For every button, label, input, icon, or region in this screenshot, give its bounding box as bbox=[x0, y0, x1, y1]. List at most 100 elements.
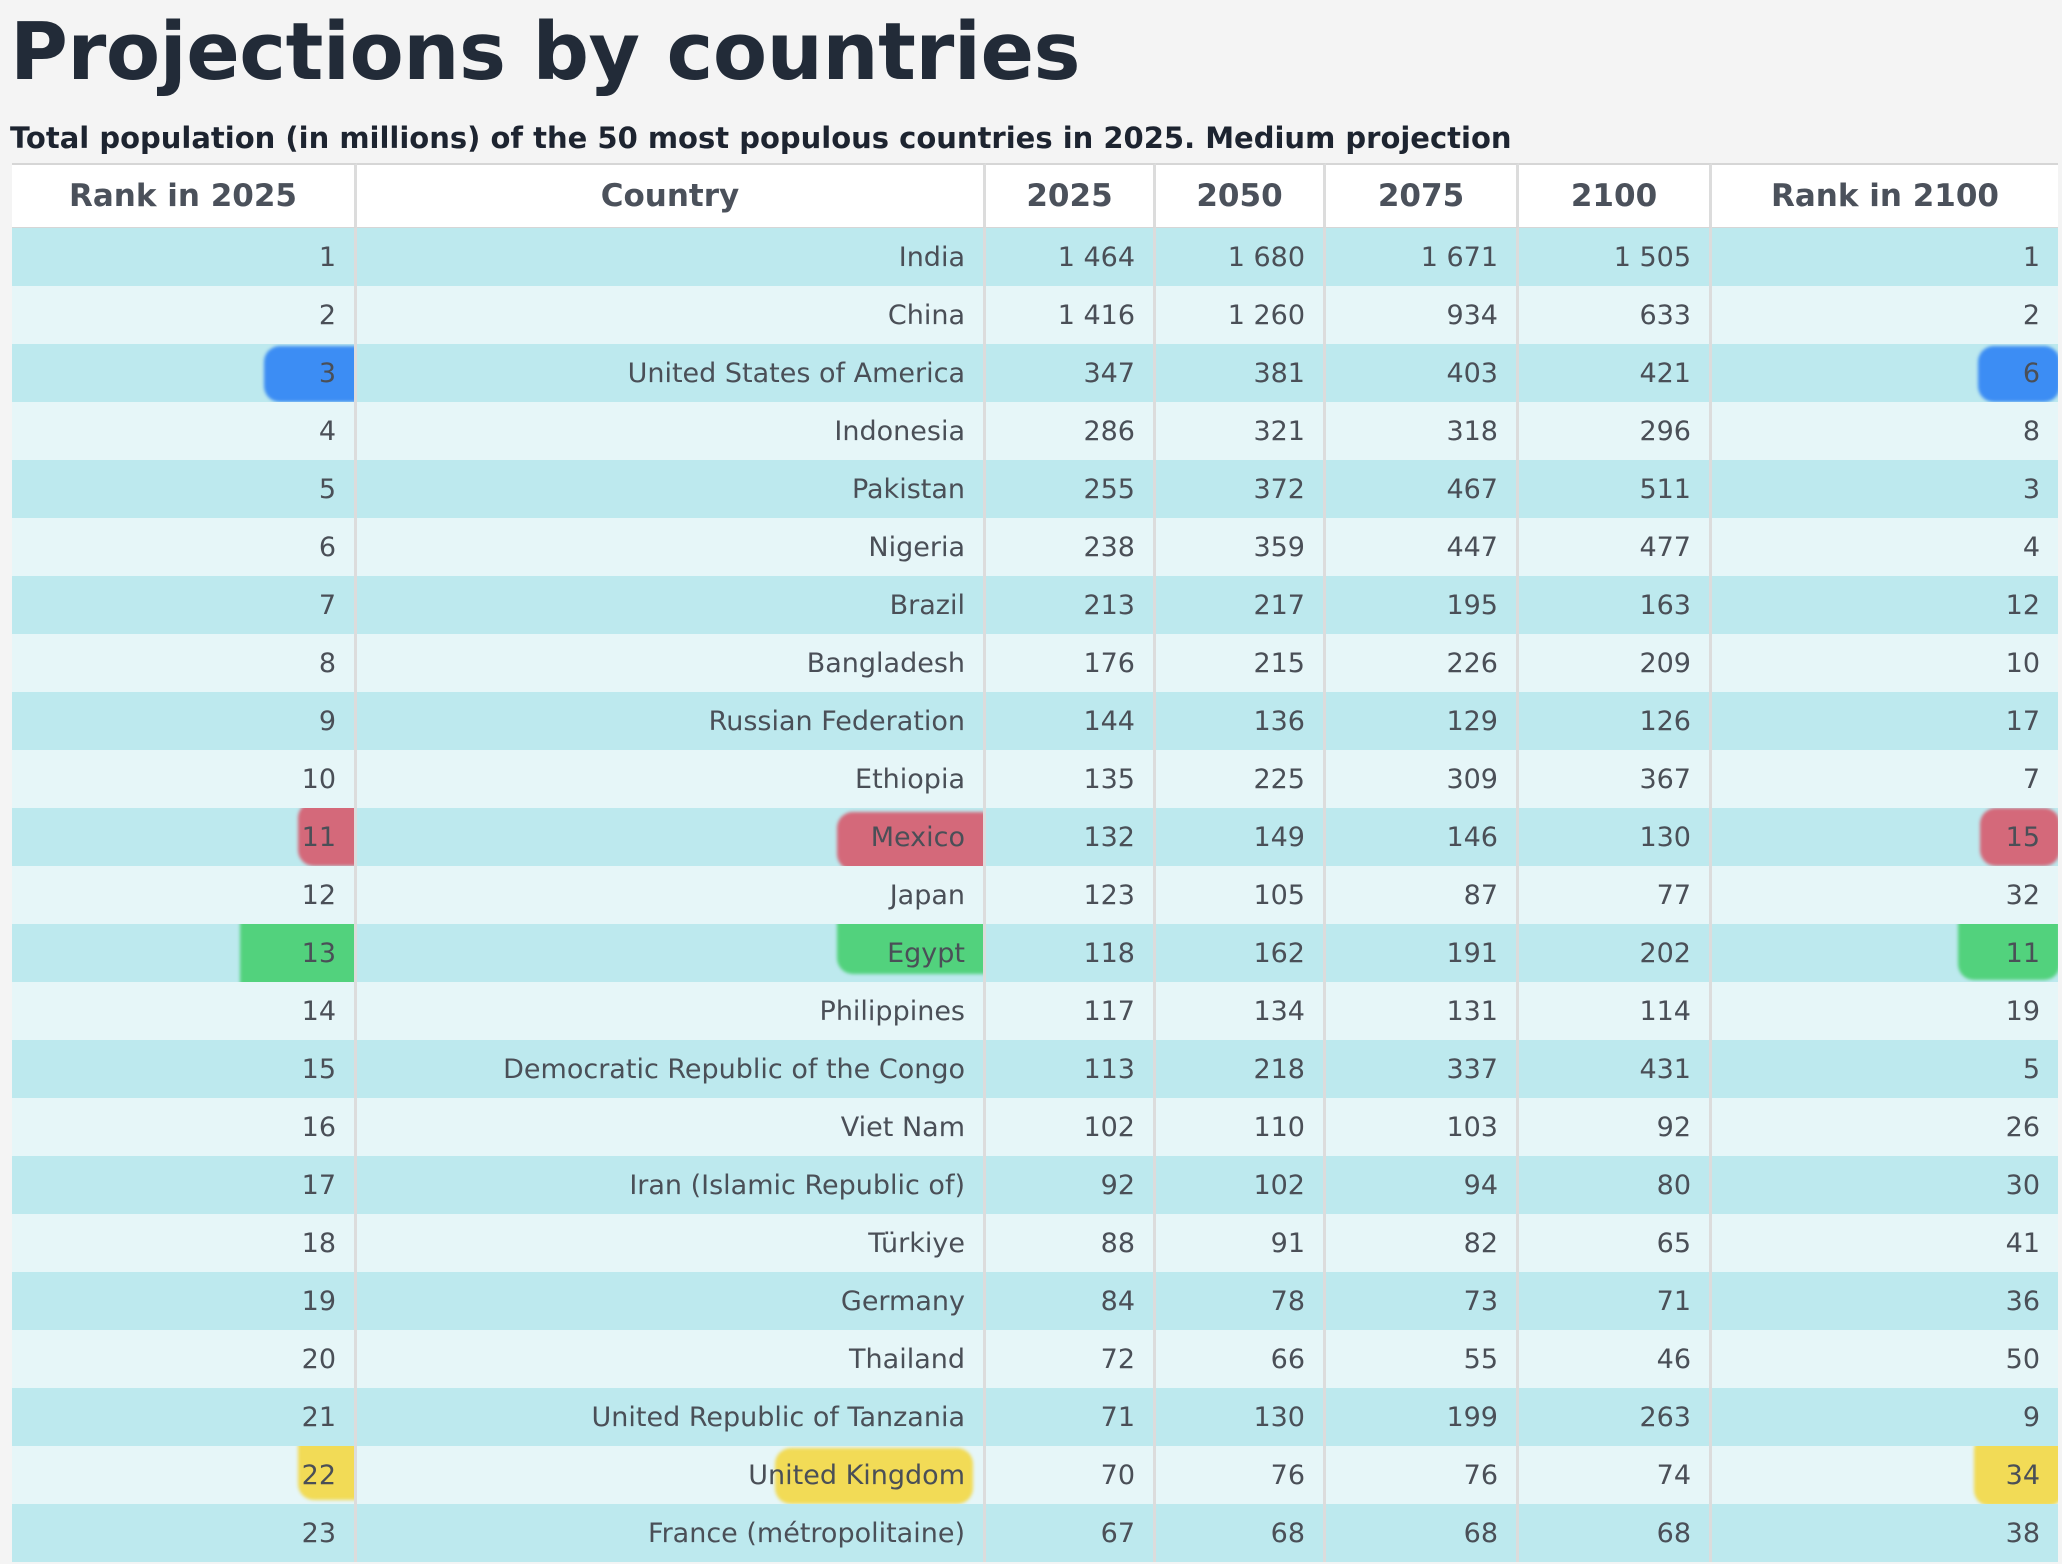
cell-text: 117 bbox=[1083, 995, 1135, 1027]
rank-2100-cell: 34 bbox=[1712, 1446, 2058, 1504]
cell-text: 447 bbox=[1446, 531, 1498, 563]
pop-2050-cell: 225 bbox=[1156, 750, 1326, 808]
cell-text: Iran (Islamic Republic of) bbox=[629, 1169, 965, 1201]
pop-2100-cell: 130 bbox=[1519, 808, 1712, 866]
cell-text: 38 bbox=[2005, 1517, 2040, 1549]
cell-text: 263 bbox=[1639, 1401, 1691, 1433]
table-row: 22 United Kingdom 70 76 76 74 34 bbox=[12, 1446, 2058, 1504]
table-row: 15 Democratic Republic of the Congo 113 218… bbox=[12, 1040, 2058, 1098]
header-rank-2025[interactable]: Rank in 2025 bbox=[12, 163, 357, 228]
country-cell: Indonesia bbox=[357, 402, 986, 460]
rank-2025-cell: 6 bbox=[12, 518, 357, 576]
rank-2025-cell: 15 bbox=[12, 1040, 357, 1098]
highlight-mark bbox=[837, 924, 983, 974]
pop-2075-cell: 103 bbox=[1326, 1098, 1519, 1156]
highlight-mark bbox=[298, 1446, 354, 1500]
cell-text: 102 bbox=[1083, 1111, 1135, 1143]
cell-text: 3 bbox=[2022, 473, 2040, 505]
cell-text: 1 416 bbox=[1057, 299, 1135, 331]
rank-2100-cell: 26 bbox=[1712, 1098, 2058, 1156]
pop-2100-cell: 80 bbox=[1519, 1156, 1712, 1214]
cell-text: 2 bbox=[2022, 299, 2040, 331]
pop-2025-cell: 238 bbox=[986, 518, 1156, 576]
country-cell: Türkiye bbox=[357, 1214, 986, 1272]
pop-2075-cell: 337 bbox=[1326, 1040, 1519, 1098]
cell-text: 359 bbox=[1253, 531, 1305, 563]
cell-text: 146 bbox=[1446, 821, 1498, 853]
header-2075[interactable]: 2075 bbox=[1326, 163, 1519, 228]
pop-2075-cell: 309 bbox=[1326, 750, 1519, 808]
cell-text: 367 bbox=[1639, 763, 1691, 795]
cell-text: 19 bbox=[2005, 995, 2040, 1027]
pop-2100-cell: 68 bbox=[1519, 1504, 1712, 1562]
rank-2025-cell: 17 bbox=[12, 1156, 357, 1214]
cell-text: 130 bbox=[1253, 1401, 1305, 1433]
cell-text: 218 bbox=[1253, 1053, 1305, 1085]
rank-2025-cell: 8 bbox=[12, 634, 357, 692]
header-2050[interactable]: 2050 bbox=[1156, 163, 1326, 228]
cell-text: 84 bbox=[1100, 1285, 1135, 1317]
pop-2100-cell: 263 bbox=[1519, 1388, 1712, 1446]
cell-text: 73 bbox=[1463, 1285, 1498, 1317]
cell-text: 238 bbox=[1083, 531, 1135, 563]
cell-text: 78 bbox=[1270, 1285, 1305, 1317]
cell-text: 7 bbox=[318, 589, 336, 621]
cell-text: 16 bbox=[301, 1111, 336, 1143]
cell-text: 77 bbox=[1656, 879, 1691, 911]
pop-2075-cell: 195 bbox=[1326, 576, 1519, 634]
country-cell: Philippines bbox=[357, 982, 986, 1040]
rank-2025-cell: 1 bbox=[12, 228, 357, 286]
cell-text: 1 bbox=[2022, 241, 2040, 273]
header-country[interactable]: Country bbox=[357, 163, 986, 228]
country-cell: United Kingdom bbox=[357, 1446, 986, 1504]
cell-text: 226 bbox=[1446, 647, 1498, 679]
cell-text: 225 bbox=[1253, 763, 1305, 795]
pop-2075-cell: 94 bbox=[1326, 1156, 1519, 1214]
cell-text: 1 464 bbox=[1057, 241, 1135, 273]
cell-text: China bbox=[887, 299, 965, 331]
cell-text: 467 bbox=[1446, 473, 1498, 505]
pop-2050-cell: 66 bbox=[1156, 1330, 1326, 1388]
cell-text: 296 bbox=[1639, 415, 1691, 447]
pop-2100-cell: 511 bbox=[1519, 460, 1712, 518]
cell-text: 17 bbox=[2005, 705, 2040, 737]
pop-2050-cell: 215 bbox=[1156, 634, 1326, 692]
cell-text: Ethiopia bbox=[855, 763, 965, 795]
cell-text: 199 bbox=[1446, 1401, 1498, 1433]
pop-2100-cell: 92 bbox=[1519, 1098, 1712, 1156]
cell-text: 163 bbox=[1639, 589, 1691, 621]
cell-text: 12 bbox=[301, 879, 336, 911]
country-cell: Thailand bbox=[357, 1330, 986, 1388]
cell-text: 217 bbox=[1253, 589, 1305, 621]
pop-2025-cell: 213 bbox=[986, 576, 1156, 634]
cell-text: 6 bbox=[318, 531, 336, 563]
cell-text: 209 bbox=[1639, 647, 1691, 679]
pop-2100-cell: 65 bbox=[1519, 1214, 1712, 1272]
cell-text: 3 bbox=[318, 357, 336, 389]
pop-2075-cell: 403 bbox=[1326, 344, 1519, 402]
pop-2075-cell: 146 bbox=[1326, 808, 1519, 866]
country-cell: Ethiopia bbox=[357, 750, 986, 808]
pop-2025-cell: 102 bbox=[986, 1098, 1156, 1156]
table-row: 9 Russian Federation 144 136 129 126 17 bbox=[12, 692, 2058, 750]
header-rank-2100[interactable]: Rank in 2100 bbox=[1712, 163, 2058, 228]
pop-2100-cell: 421 bbox=[1519, 344, 1712, 402]
cell-text: 129 bbox=[1446, 705, 1498, 737]
pop-2050-cell: 78 bbox=[1156, 1272, 1326, 1330]
pop-2050-cell: 149 bbox=[1156, 808, 1326, 866]
cell-text: 36 bbox=[2005, 1285, 2040, 1317]
pop-2050-cell: 136 bbox=[1156, 692, 1326, 750]
cell-text: 92 bbox=[1100, 1169, 1135, 1201]
header-2100[interactable]: 2100 bbox=[1519, 163, 1712, 228]
country-cell: Japan bbox=[357, 866, 986, 924]
cell-text: 88 bbox=[1100, 1227, 1135, 1259]
table-row: 1 India 1 464 1 680 1 671 1 505 1 bbox=[12, 228, 2058, 286]
table-row: 2 China 1 416 1 260 934 633 2 bbox=[12, 286, 2058, 344]
pop-2025-cell: 117 bbox=[986, 982, 1156, 1040]
cell-text: Indonesia bbox=[834, 415, 965, 447]
rank-2100-cell: 11 bbox=[1712, 924, 2058, 982]
country-cell: China bbox=[357, 286, 986, 344]
country-cell: Nigeria bbox=[357, 518, 986, 576]
pop-2075-cell: 191 bbox=[1326, 924, 1519, 982]
header-2025[interactable]: 2025 bbox=[986, 163, 1156, 228]
